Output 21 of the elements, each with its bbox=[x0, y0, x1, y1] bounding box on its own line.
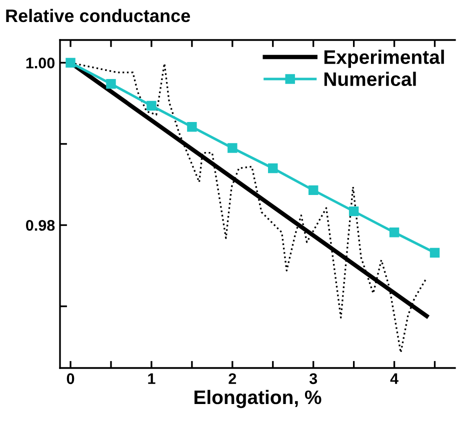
point bbox=[389, 228, 400, 238]
legend-label: Experimental bbox=[324, 50, 444, 68]
point bbox=[348, 206, 359, 216]
point bbox=[146, 100, 156, 111]
point bbox=[308, 185, 318, 196]
x-tick-label: 1 bbox=[148, 373, 156, 384]
point bbox=[106, 78, 116, 89]
point bbox=[187, 122, 197, 132]
point bbox=[228, 143, 238, 153]
point bbox=[430, 248, 440, 258]
x-tick-label: 2 bbox=[228, 373, 236, 384]
y-tick-label: 1.00 bbox=[26, 58, 55, 68]
legend-label: Numerical bbox=[324, 72, 416, 86]
x-tick-label: 4 bbox=[390, 373, 398, 384]
chart-title: Relative conductance bbox=[6, 8, 190, 22]
x-axis-title: Elongation, % bbox=[194, 390, 322, 408]
y-tick-label: 0.98 bbox=[26, 220, 55, 231]
x-tick-label: 0 bbox=[66, 373, 74, 384]
point bbox=[66, 58, 76, 68]
point bbox=[268, 163, 278, 174]
x-tick-label: 3 bbox=[309, 373, 318, 384]
